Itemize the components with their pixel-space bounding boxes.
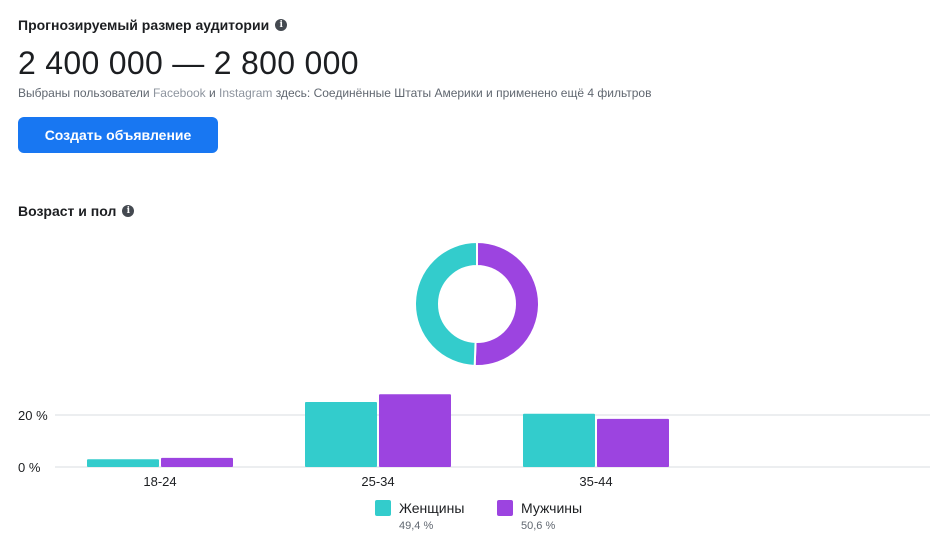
- age-gender-title: Возраст и пол i: [18, 203, 135, 219]
- bar-women: [87, 459, 159, 467]
- donut-slice-women: [414, 240, 478, 367]
- audience-size-title-text: Прогнозируемый размер аудитории: [18, 17, 270, 33]
- create-ad-button[interactable]: Создать объявление: [18, 117, 218, 153]
- description-and: и: [205, 86, 220, 100]
- age-gender-title-text: Возраст и пол: [18, 203, 117, 219]
- audience-description: Выбраны пользователи Facebook и Instagra…: [18, 86, 651, 100]
- bar-women: [523, 413, 595, 467]
- legend-swatch-women: [375, 500, 391, 516]
- legend-label-men: Мужчины: [521, 500, 583, 516]
- legend-percent-women: 49,4 %: [399, 520, 434, 532]
- bar-men: [161, 457, 233, 467]
- audience-size-value: 2 400 000 — 2 800 000: [18, 45, 359, 81]
- description-prefix: Выбраны пользователи: [18, 86, 153, 100]
- info-icon[interactable]: i: [275, 19, 288, 31]
- legend-item-men: Мужчины 50,6 %: [497, 500, 582, 532]
- description-suffix: здесь: Соединённые Штаты Америки и приме…: [272, 86, 652, 100]
- platform-instagram: Instagram: [219, 86, 273, 100]
- platform-facebook: Facebook: [152, 86, 206, 100]
- y-tick-label: 0 %: [18, 460, 41, 475]
- x-tick-label: 35-44: [579, 474, 612, 489]
- audience-size-title: Прогнозируемый размер аудитории i: [18, 17, 288, 33]
- x-tick-label: 18-24: [143, 474, 176, 489]
- legend-percent-men: 50,6 %: [521, 520, 556, 532]
- bar-men: [379, 394, 451, 467]
- legend-label-women: Женщины: [399, 500, 465, 516]
- x-tick-label: 25-34: [361, 474, 394, 489]
- legend-swatch-men: [497, 500, 513, 516]
- bar-women: [305, 402, 377, 467]
- info-icon[interactable]: i: [122, 205, 135, 217]
- bar-men: [597, 418, 669, 467]
- legend-item-women: Женщины 49,4 %: [375, 500, 464, 532]
- donut-slice-men: [473, 240, 540, 367]
- y-tick-label: 20 %: [18, 408, 48, 423]
